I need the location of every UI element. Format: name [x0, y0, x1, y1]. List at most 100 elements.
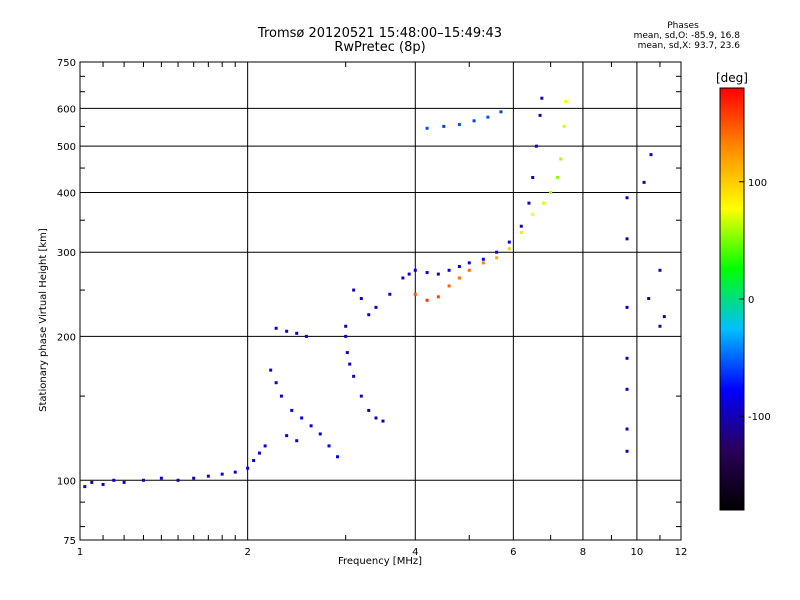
data-point [538, 113, 542, 117]
data-point [407, 272, 411, 276]
colorbar-tick-label: 0 [748, 295, 754, 306]
data-point [290, 408, 294, 412]
y-tick-label: 600 [57, 104, 76, 115]
chart-title: Tromsø 20120521 15:48:00–15:49:43 [257, 26, 503, 41]
data-point [481, 257, 485, 261]
data-point [625, 449, 629, 453]
data-point [425, 298, 429, 302]
data-point [300, 416, 304, 420]
data-point [625, 387, 629, 391]
data-point [540, 96, 544, 100]
phases-o-line: mean, sd,O: -85.9, 16.8 [633, 31, 740, 41]
data-point [192, 476, 196, 480]
data-point [220, 472, 224, 476]
x-axis-label: Frequency [MHz] [337, 556, 423, 567]
data-point [499, 110, 503, 114]
data-point [83, 485, 87, 489]
data-point [534, 144, 538, 148]
data-point [531, 212, 535, 216]
x-tick-label: 6 [510, 547, 516, 558]
y-axis-label: Stationary phase Virtual Height [km] [38, 228, 49, 412]
data-point [233, 470, 237, 474]
data-point [658, 324, 662, 328]
data-point [436, 295, 440, 299]
data-point [625, 237, 629, 241]
colorbar-tick-label: 100 [748, 178, 767, 189]
data-point [658, 268, 662, 272]
data-point [549, 190, 553, 194]
data-point [327, 444, 331, 448]
data-point [274, 381, 278, 385]
data-point [467, 268, 471, 272]
phases-x-line: mean, sd,X: 93.7, 23.6 [637, 41, 740, 51]
x-tick-label: 2 [244, 547, 250, 558]
data-point [318, 432, 322, 436]
data-point [359, 297, 363, 301]
data-point [345, 351, 349, 355]
data-point [447, 268, 451, 272]
data-point [495, 250, 499, 254]
data-point [531, 175, 535, 179]
data-point [295, 331, 299, 335]
data-point [625, 427, 629, 431]
data-point [246, 466, 250, 470]
data-point [559, 157, 563, 161]
data-point [90, 480, 94, 484]
data-point [401, 276, 405, 280]
data-point [625, 305, 629, 309]
y-tick-label: 100 [57, 476, 76, 487]
data-point [176, 478, 180, 482]
data-point [564, 100, 568, 104]
data-point [348, 362, 352, 366]
data-point [555, 175, 559, 179]
data-point [486, 115, 490, 119]
colorbar-unit-label: [deg] [716, 71, 748, 85]
x-tick-label: 4 [412, 547, 418, 558]
data-point [642, 180, 646, 184]
plot-frame [79, 61, 682, 541]
data-point [381, 419, 385, 423]
data-point [625, 356, 629, 360]
y-tick-label: 75 [63, 536, 76, 547]
data-point [344, 324, 348, 328]
phases-summary: Phases mean, sd,O: -85.9, 16.8 mean, sd,… [600, 21, 740, 51]
data-point [413, 292, 417, 296]
data-point [279, 394, 283, 398]
data-point [141, 478, 145, 482]
chart-subtitle: RwPretec (8p) [334, 40, 426, 55]
data-point [662, 315, 666, 319]
data-point [447, 284, 451, 288]
x-tick-label: 10 [631, 547, 644, 558]
data-point [425, 271, 429, 275]
data-point [352, 288, 356, 292]
data-point [495, 256, 499, 260]
data-point [519, 230, 523, 234]
y-tick-label: 400 [57, 188, 76, 199]
data-point [649, 153, 653, 157]
data-point [295, 439, 299, 443]
data-point [206, 474, 210, 478]
x-tick-label: 8 [580, 547, 586, 558]
data-point [442, 124, 446, 128]
data-point [457, 123, 461, 127]
data-point [542, 201, 546, 205]
data-point [122, 480, 126, 484]
data-point [367, 313, 371, 317]
data-point [457, 276, 461, 280]
data-point [159, 476, 163, 480]
colorbar-tick-label: -100 [748, 412, 771, 423]
data-point [519, 224, 523, 228]
y-tick-label: 750 [57, 58, 76, 69]
phases-title: Phases [667, 21, 699, 31]
y-tick-label: 500 [57, 142, 76, 153]
data-point [285, 434, 289, 438]
data-point [336, 455, 340, 459]
data-point [388, 292, 392, 296]
data-point [647, 297, 651, 301]
data-point [359, 394, 363, 398]
data-point [274, 326, 278, 330]
data-point [413, 268, 417, 272]
data-point [367, 408, 371, 412]
data-point [269, 368, 273, 372]
data-point [507, 240, 511, 244]
